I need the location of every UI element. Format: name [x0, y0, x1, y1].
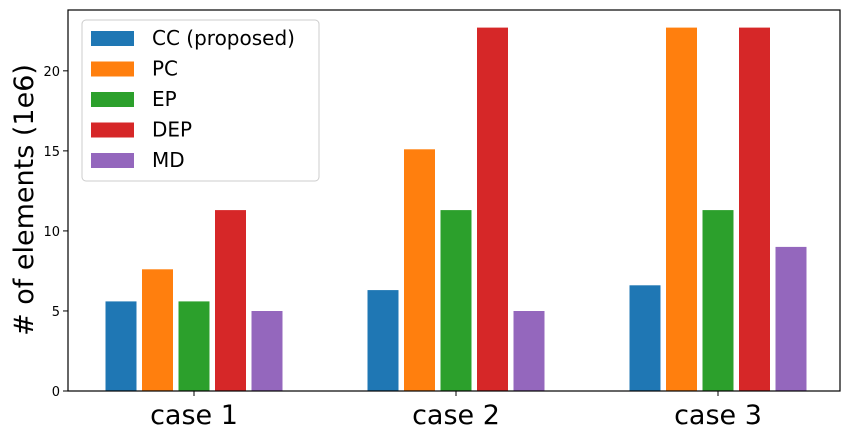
x-tick-label: case 3	[674, 400, 762, 431]
bar-ep-case-1	[178, 301, 210, 391]
legend-swatch	[91, 92, 134, 107]
legend-label: CC (proposed)	[152, 26, 295, 50]
x-tick-label: case 1	[150, 400, 238, 431]
y-tick-label: 20	[43, 65, 60, 80]
y-axis: 0 5 10 15 20	[43, 65, 68, 400]
bar-cc-case-1	[105, 301, 137, 391]
bar-pc-case-1	[142, 269, 173, 391]
legend-label: MD	[152, 148, 185, 172]
y-tick-label: 5	[52, 305, 60, 320]
legend-swatch	[91, 153, 134, 168]
legend-swatch	[91, 122, 134, 138]
y-tick-label: 15	[43, 145, 60, 160]
legend-box	[81, 19, 320, 182]
bar-md-case-2	[513, 311, 545, 391]
legend-label: DEP	[152, 118, 192, 142]
bar-md-case-1	[251, 311, 283, 391]
bar-dep-case-2	[477, 27, 508, 391]
y-tick-label: 10	[43, 225, 60, 240]
bar-md-case-3	[775, 246, 807, 391]
bar-ep-case-2	[440, 210, 472, 391]
legend-swatch	[91, 31, 134, 46]
bar-dep-case-3	[739, 27, 770, 391]
y-axis-title: # of elements (1e6)	[9, 64, 40, 336]
legend: CC (proposed) PC EP DEP MD	[81, 19, 320, 182]
bar-dep-case-1	[215, 210, 246, 391]
bar-pc-case-3	[666, 27, 697, 391]
y-tick-label: 0	[52, 385, 60, 400]
legend-label: EP	[152, 87, 177, 111]
x-tick-label: case 2	[412, 400, 500, 431]
plot-frame	[67, 9, 841, 392]
x-axis: case 1 case 2 case 3	[150, 391, 762, 431]
bar-pc-case-2	[404, 149, 435, 391]
bars-group	[105, 27, 807, 391]
bar-cc-case-3	[629, 285, 661, 391]
bar-ep-case-3	[702, 210, 734, 391]
legend-label: PC	[152, 57, 178, 81]
bar-cc-case-2	[367, 290, 399, 391]
legend-swatch	[91, 61, 134, 77]
